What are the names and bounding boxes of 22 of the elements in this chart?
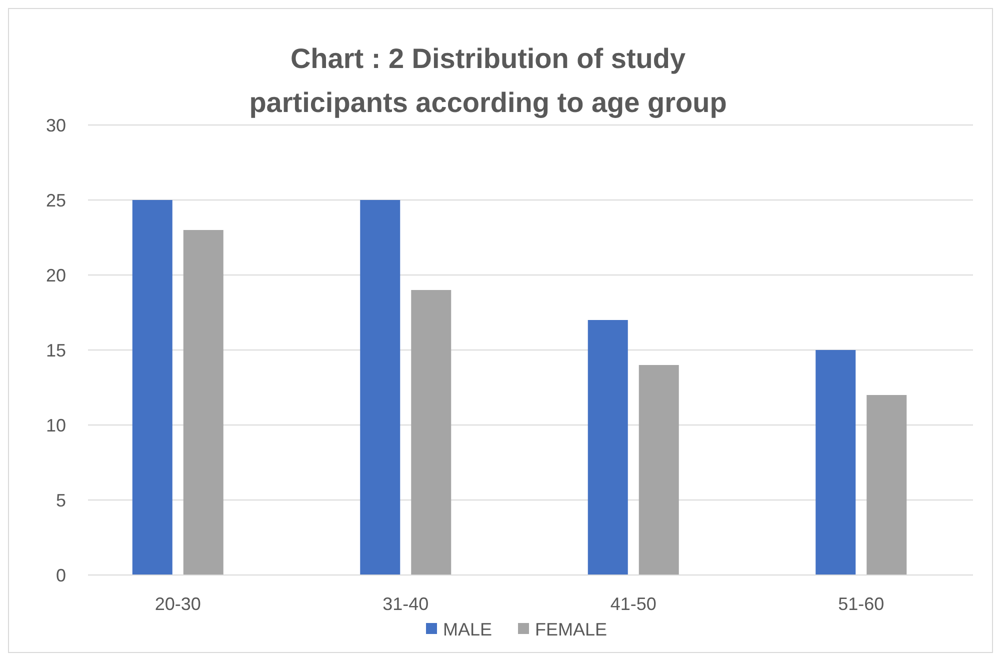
bar <box>638 365 679 575</box>
bar <box>360 200 400 575</box>
legend-label: MALE <box>443 619 492 640</box>
x-tick-label: 41-50 <box>610 594 656 614</box>
y-tick-label: 20 <box>46 265 66 286</box>
y-tick-label: 0 <box>56 565 66 586</box>
chart-title: Chart : 2 Distribution of study participants according to age group <box>249 43 727 118</box>
y-tick-label: 5 <box>56 490 66 510</box>
bar <box>411 290 452 575</box>
x-tick-label: 31-40 <box>382 594 429 614</box>
legend-label: FEMALE <box>535 619 608 640</box>
bar <box>183 230 224 575</box>
x-tick-label: 20-30 <box>154 594 201 614</box>
y-tick-label: 10 <box>46 415 66 436</box>
y-tick-label: 15 <box>46 340 66 360</box>
bar <box>866 395 907 575</box>
y-tick-label: 25 <box>46 190 66 210</box>
x-tick-label: 51-60 <box>838 594 884 614</box>
bar <box>132 200 172 575</box>
bar <box>816 350 856 575</box>
y-tick-label: 30 <box>46 115 66 136</box>
bar <box>588 320 628 575</box>
